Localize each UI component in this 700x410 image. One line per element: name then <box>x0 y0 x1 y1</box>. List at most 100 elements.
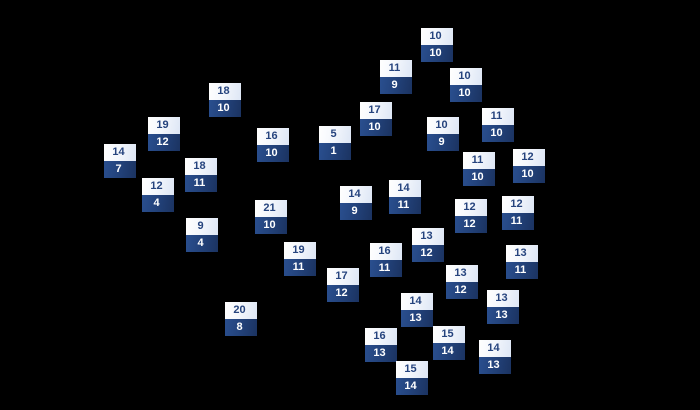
node-top-value: 9 <box>186 218 218 235</box>
node-bottom-value: 10 <box>513 166 545 183</box>
node-marker[interactable]: 12 10 <box>513 149 545 183</box>
node-top-value: 12 <box>513 149 545 166</box>
node-marker[interactable]: 11 10 <box>463 152 495 186</box>
node-marker[interactable]: 12 4 <box>142 178 174 212</box>
node-bottom-value: 4 <box>142 195 174 212</box>
node-marker[interactable]: 13 12 <box>412 228 444 262</box>
node-top-value: 11 <box>482 108 514 125</box>
node-top-value: 11 <box>380 60 412 77</box>
node-marker[interactable]: 18 10 <box>209 83 241 117</box>
node-bottom-value: 10 <box>360 119 392 136</box>
node-bottom-value: 12 <box>446 282 478 299</box>
node-top-value: 16 <box>365 328 397 345</box>
node-marker[interactable]: 21 10 <box>255 200 287 234</box>
node-top-value: 16 <box>257 128 289 145</box>
node-top-value: 18 <box>209 83 241 100</box>
node-bottom-value: 10 <box>421 45 453 62</box>
node-marker[interactable]: 16 10 <box>257 128 289 162</box>
node-bottom-value: 12 <box>327 285 359 302</box>
node-marker[interactable]: 11 9 <box>380 60 412 94</box>
node-marker[interactable]: 11 10 <box>482 108 514 142</box>
node-top-value: 21 <box>255 200 287 217</box>
node-top-value: 13 <box>506 245 538 262</box>
node-marker[interactable]: 13 13 <box>487 290 519 324</box>
node-bottom-value: 11 <box>185 175 217 192</box>
node-top-value: 10 <box>427 117 459 134</box>
node-marker[interactable]: 14 11 <box>389 180 421 214</box>
node-bottom-value: 12 <box>148 134 180 151</box>
node-marker[interactable]: 14 13 <box>401 293 433 327</box>
node-bottom-value: 11 <box>389 197 421 214</box>
node-marker[interactable]: 20 8 <box>225 302 257 336</box>
node-bottom-value: 14 <box>433 343 465 360</box>
node-top-value: 12 <box>142 178 174 195</box>
node-top-value: 17 <box>360 102 392 119</box>
node-marker[interactable]: 16 13 <box>365 328 397 362</box>
node-top-value: 19 <box>284 242 316 259</box>
node-top-value: 13 <box>412 228 444 245</box>
node-bottom-value: 12 <box>455 216 487 233</box>
node-top-value: 17 <box>327 268 359 285</box>
node-marker[interactable]: 16 11 <box>370 243 402 277</box>
node-bottom-value: 13 <box>479 357 511 374</box>
node-top-value: 16 <box>370 243 402 260</box>
node-top-value: 15 <box>433 326 465 343</box>
node-bottom-value: 10 <box>209 100 241 117</box>
node-bottom-value: 10 <box>255 217 287 234</box>
node-top-value: 14 <box>479 340 511 357</box>
node-top-value: 13 <box>446 265 478 282</box>
node-marker[interactable]: 18 11 <box>185 158 217 192</box>
node-marker[interactable]: 13 12 <box>446 265 478 299</box>
node-bottom-value: 11 <box>506 262 538 279</box>
node-bottom-value: 13 <box>487 307 519 324</box>
node-bottom-value: 11 <box>370 260 402 277</box>
node-marker[interactable]: 15 14 <box>396 361 428 395</box>
node-bottom-value: 14 <box>396 378 428 395</box>
node-bottom-value: 9 <box>427 134 459 151</box>
node-marker[interactable]: 14 9 <box>340 186 372 220</box>
node-bottom-value: 11 <box>284 259 316 276</box>
node-marker[interactable]: 10 10 <box>450 68 482 102</box>
node-marker[interactable]: 14 7 <box>104 144 136 178</box>
node-top-value: 13 <box>487 290 519 307</box>
node-marker[interactable]: 12 11 <box>502 196 534 230</box>
node-bottom-value: 12 <box>412 245 444 262</box>
node-marker[interactable]: 13 11 <box>506 245 538 279</box>
node-marker[interactable]: 17 12 <box>327 268 359 302</box>
node-marker[interactable]: 15 14 <box>433 326 465 360</box>
node-marker[interactable]: 17 10 <box>360 102 392 136</box>
node-top-value: 14 <box>401 293 433 310</box>
node-bottom-value: 7 <box>104 161 136 178</box>
node-bottom-value: 13 <box>401 310 433 327</box>
node-top-value: 14 <box>104 144 136 161</box>
node-bottom-value: 11 <box>502 213 534 230</box>
node-top-value: 15 <box>396 361 428 378</box>
node-top-value: 18 <box>185 158 217 175</box>
node-top-value: 20 <box>225 302 257 319</box>
node-top-value: 10 <box>450 68 482 85</box>
node-marker[interactable]: 12 12 <box>455 199 487 233</box>
node-bottom-value: 10 <box>463 169 495 186</box>
node-top-value: 10 <box>421 28 453 45</box>
node-bottom-value: 4 <box>186 235 218 252</box>
node-bottom-value: 9 <box>340 203 372 220</box>
node-top-value: 5 <box>319 126 351 143</box>
node-top-value: 12 <box>455 199 487 216</box>
node-marker[interactable]: 10 10 <box>421 28 453 62</box>
node-marker[interactable]: 14 13 <box>479 340 511 374</box>
node-top-value: 14 <box>389 180 421 197</box>
node-marker[interactable]: 19 12 <box>148 117 180 151</box>
node-bottom-value: 10 <box>450 85 482 102</box>
node-top-value: 14 <box>340 186 372 203</box>
node-bottom-value: 10 <box>482 125 514 142</box>
node-bottom-value: 13 <box>365 345 397 362</box>
node-marker[interactable]: 10 9 <box>427 117 459 151</box>
node-bottom-value: 1 <box>319 143 351 160</box>
node-marker[interactable]: 19 11 <box>284 242 316 276</box>
node-bottom-value: 9 <box>380 77 412 94</box>
node-bottom-value: 8 <box>225 319 257 336</box>
node-top-value: 11 <box>463 152 495 169</box>
